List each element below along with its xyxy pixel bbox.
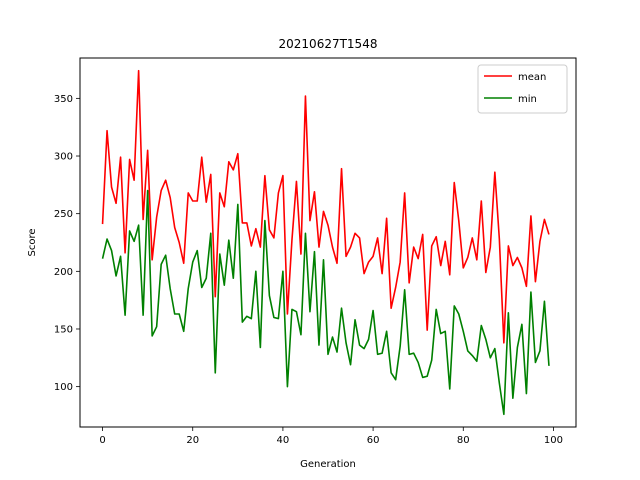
- y-tick-label: 200: [54, 267, 73, 278]
- y-tick-label: 250: [54, 209, 73, 220]
- series-line-min: [101, 189, 550, 416]
- y-tick-label: 150: [54, 324, 73, 335]
- legend-label-mean: mean: [518, 72, 546, 83]
- x-tick-label: 20: [186, 435, 199, 446]
- x-tick-label: 60: [367, 435, 380, 446]
- y-tick-label: 350: [54, 94, 73, 105]
- x-tick-label: 40: [277, 435, 290, 446]
- x-tick-label: 80: [457, 435, 470, 446]
- series-layer: [101, 69, 550, 416]
- x-axis-ticks: 0 20 40 60 80 100: [99, 427, 563, 446]
- chart-title: 20210627T1548: [279, 37, 378, 51]
- series-line-mean: [101, 69, 550, 344]
- plot-area: [79, 57, 577, 428]
- x-axis-label: Generation: [300, 459, 356, 470]
- y-tick-label: 300: [54, 152, 73, 163]
- legend-label-min: min: [518, 94, 537, 105]
- legend: mean min: [477, 64, 568, 114]
- x-tick-label: 0: [99, 435, 105, 446]
- x-tick-label: 100: [544, 435, 563, 446]
- y-tick-label: 100: [54, 382, 73, 393]
- plot-frame: [79, 57, 577, 428]
- y-axis-label: Score: [27, 228, 38, 256]
- y-axis-ticks: 100 150 200 250 300 350: [54, 94, 80, 393]
- legend-box: [477, 64, 568, 114]
